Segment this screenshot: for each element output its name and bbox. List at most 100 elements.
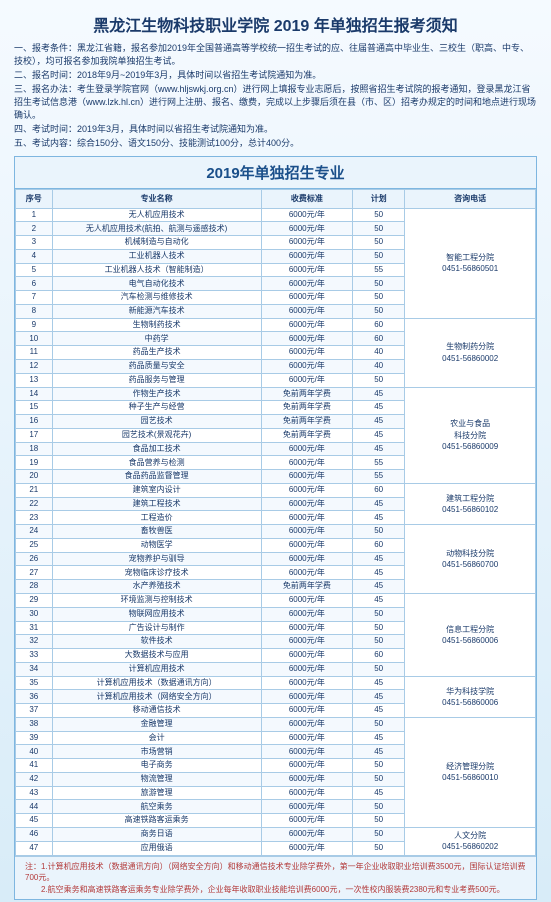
th-name: 专业名称 (52, 190, 261, 208)
cell-name: 汽车检测与维修技术 (52, 291, 261, 305)
cell-index: 15 (16, 401, 53, 415)
cell-fee: 6000元/年 (261, 649, 352, 663)
cell-fee: 6000元/年 (261, 594, 352, 608)
cell-plan: 50 (353, 304, 405, 318)
cell-name: 建筑工程技术 (52, 497, 261, 511)
cell-index: 2 (16, 222, 53, 236)
cell-name: 环境监测与控制技术 (52, 594, 261, 608)
cell-fee: 6000元/年 (261, 621, 352, 635)
cell-index: 46 (16, 828, 53, 842)
cell-plan: 50 (353, 277, 405, 291)
cell-plan: 55 (353, 470, 405, 484)
cell-plan: 50 (353, 373, 405, 387)
cell-fee: 6000元/年 (261, 786, 352, 800)
cell-name: 计算机应用技术 (52, 662, 261, 676)
cell-name: 工业机器人技术（智能制造） (52, 263, 261, 277)
cell-index: 32 (16, 635, 53, 649)
cell-index: 34 (16, 662, 53, 676)
cell-fee: 6000元/年 (261, 263, 352, 277)
cell-name: 移动通信技术 (52, 704, 261, 718)
cell-dept: 建筑工程分院0451-56860102 (405, 483, 536, 524)
cell-fee: 6000元/年 (261, 607, 352, 621)
cell-fee: 6000元/年 (261, 497, 352, 511)
cell-plan: 50 (353, 525, 405, 539)
cell-fee: 6000元/年 (261, 222, 352, 236)
cell-name: 会计 (52, 731, 261, 745)
cell-index: 36 (16, 690, 53, 704)
cell-fee: 免前两年学费 (261, 415, 352, 429)
cell-index: 12 (16, 359, 53, 373)
cell-name: 无人机应用技术(航拍、航测与遥感技术) (52, 222, 261, 236)
table-row: 1无人机应用技术6000元/年50智能工程分院0451-56860501 (16, 208, 536, 222)
cell-dept: 生物制药分院0451-56860002 (405, 318, 536, 387)
cell-name: 药品服务与管理 (52, 373, 261, 387)
cell-name: 园艺技术(景观花卉) (52, 428, 261, 442)
th-fee: 收费标准 (261, 190, 352, 208)
cell-fee: 6000元/年 (261, 800, 352, 814)
cell-name: 软件技术 (52, 635, 261, 649)
cell-index: 22 (16, 497, 53, 511)
cell-dept: 信息工程分院0451-56860006 (405, 594, 536, 677)
cell-name: 食品药品监督管理 (52, 470, 261, 484)
cell-plan: 50 (353, 208, 405, 222)
cell-index: 4 (16, 249, 53, 263)
cell-fee: 6000元/年 (261, 346, 352, 360)
th-plan: 计划 (353, 190, 405, 208)
cell-index: 1 (16, 208, 53, 222)
cell-plan: 50 (353, 841, 405, 855)
cell-index: 23 (16, 511, 53, 525)
cell-name: 种子生产与经营 (52, 401, 261, 415)
cell-fee: 6000元/年 (261, 635, 352, 649)
cell-index: 14 (16, 387, 53, 401)
cell-plan: 50 (353, 717, 405, 731)
intro-line: 五、考试内容：综合150分、语文150分、技能测试100分，总计400分。 (14, 137, 537, 150)
cell-index: 27 (16, 566, 53, 580)
cell-fee: 6000元/年 (261, 552, 352, 566)
cell-dept: 智能工程分院0451-56860501 (405, 208, 536, 318)
cell-plan: 55 (353, 263, 405, 277)
cell-name: 计算机应用技术（网络安全方向） (52, 690, 261, 704)
cell-plan: 45 (353, 442, 405, 456)
cell-index: 8 (16, 304, 53, 318)
cell-index: 9 (16, 318, 53, 332)
cell-fee: 6000元/年 (261, 676, 352, 690)
table-row: 29环境监测与控制技术6000元/年45信息工程分院0451-56860006 (16, 594, 536, 608)
footer-notes: 注：1.计算机应用技术（数据通讯方向）（网络安全方向）和移动通信技术专业除学费外… (15, 856, 536, 900)
cell-index: 45 (16, 814, 53, 828)
cell-name: 水产养殖技术 (52, 580, 261, 594)
cell-index: 42 (16, 772, 53, 786)
cell-index: 3 (16, 236, 53, 250)
table-row: 35计算机应用技术（数据通讯方向）6000元/年45华为科技学院0451-568… (16, 676, 536, 690)
cell-name: 电气自动化技术 (52, 277, 261, 291)
cell-index: 26 (16, 552, 53, 566)
cell-name: 高速铁路客运乘务 (52, 814, 261, 828)
cell-name: 食品加工技术 (52, 442, 261, 456)
intro-line: 四、考试时间：2019年3月，具体时间以省招生考试院通知为准。 (14, 123, 537, 136)
cell-plan: 50 (353, 662, 405, 676)
cell-index: 7 (16, 291, 53, 305)
cell-plan: 50 (353, 759, 405, 773)
cell-index: 33 (16, 649, 53, 663)
page-title: 黑龙江生物科技职业学院 2019 年单独招生报考须知 (14, 12, 537, 36)
cell-name: 工程造价 (52, 511, 261, 525)
intro-block: 一、报考条件：黑龙江省籍，报名参加2019年全国普通高等学校统一招生考试的应、往… (14, 42, 537, 150)
table-row: 9生物制药技术6000元/年60生物制药分院0451-56860002 (16, 318, 536, 332)
cell-fee: 6000元/年 (261, 538, 352, 552)
cell-dept: 经济管理分院0451-56860010 (405, 717, 536, 827)
cell-plan: 45 (353, 566, 405, 580)
cell-plan: 50 (353, 607, 405, 621)
cell-plan: 60 (353, 538, 405, 552)
cell-fee: 6000元/年 (261, 208, 352, 222)
cell-plan: 45 (353, 690, 405, 704)
note-line: 2.航空乘务和高速铁路客运乘务专业除学费外，企业每年收取职业技能培训费6000元… (25, 884, 526, 896)
cell-plan: 50 (353, 772, 405, 786)
cell-fee: 6000元/年 (261, 566, 352, 580)
cell-fee: 6000元/年 (261, 828, 352, 842)
cell-name: 药品质量与安全 (52, 359, 261, 373)
table-row: 38金融管理6000元/年50经济管理分院0451-56860010 (16, 717, 536, 731)
cell-fee: 6000元/年 (261, 373, 352, 387)
cell-plan: 50 (353, 621, 405, 635)
cell-plan: 50 (353, 236, 405, 250)
cell-name: 电子商务 (52, 759, 261, 773)
cell-index: 43 (16, 786, 53, 800)
